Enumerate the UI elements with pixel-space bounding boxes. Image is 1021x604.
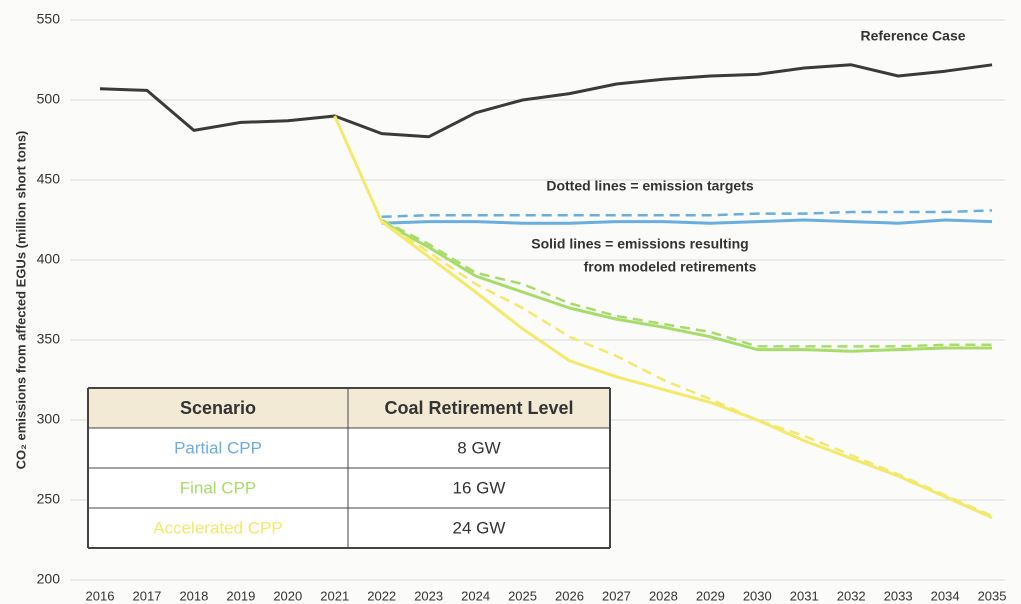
x-tick-label: 2019 xyxy=(226,588,255,603)
table-header-bg xyxy=(88,388,610,428)
table-cell: Accelerated CPP xyxy=(153,518,282,537)
x-tick-label: 2026 xyxy=(555,588,584,603)
x-tick-label: 2020 xyxy=(273,588,302,603)
x-tick-label: 2028 xyxy=(649,588,678,603)
y-tick-label: 200 xyxy=(37,571,61,587)
table-cell: 24 GW xyxy=(453,518,506,537)
emission-line xyxy=(381,218,993,225)
y-tick-label: 350 xyxy=(37,331,61,347)
emission-line xyxy=(99,63,993,139)
annotation: Solid lines = emissions resulting xyxy=(531,236,748,252)
annotation: from modeled retirements xyxy=(584,259,757,275)
y-tick-label: 300 xyxy=(37,411,61,427)
x-tick-label: 2018 xyxy=(179,588,208,603)
emission-line xyxy=(380,220,993,353)
x-tick-label: 2035 xyxy=(978,588,1007,603)
x-tick-label: 2021 xyxy=(320,588,349,603)
x-tick-label: 2034 xyxy=(931,588,960,603)
emission-line xyxy=(333,115,993,519)
x-tick-label: 2032 xyxy=(837,588,866,603)
table-header: Coal Retirement Level xyxy=(384,398,573,418)
target-line xyxy=(333,115,993,518)
x-tick-label: 2030 xyxy=(743,588,772,603)
series-label: Reference Case xyxy=(860,28,965,44)
y-tick-label: 500 xyxy=(37,91,61,107)
x-tick-label: 2016 xyxy=(86,588,115,603)
y-tick-label: 550 xyxy=(37,11,61,27)
table-cell: 8 GW xyxy=(457,438,500,457)
y-tick-label: 400 xyxy=(37,251,61,267)
x-tick-label: 2027 xyxy=(602,588,631,603)
table-body-bg xyxy=(88,428,610,548)
x-tick-label: 2025 xyxy=(508,588,537,603)
table-cell: Partial CPP xyxy=(174,438,262,457)
target-line xyxy=(381,218,993,348)
target-line xyxy=(381,209,993,219)
x-tick-label: 2033 xyxy=(884,588,913,603)
x-tick-label: 2023 xyxy=(414,588,443,603)
table-cell: Final CPP xyxy=(180,478,257,497)
y-axis-label: CO₂ emissions from affected EGUs (millio… xyxy=(13,131,28,470)
y-tick-label: 250 xyxy=(37,491,61,507)
x-tick-label: 2031 xyxy=(790,588,819,603)
x-tick-label: 2029 xyxy=(696,588,725,603)
y-tick-label: 450 xyxy=(37,171,61,187)
x-tick-label: 2017 xyxy=(132,588,161,603)
x-tick-label: 2024 xyxy=(461,588,490,603)
table-header: Scenario xyxy=(180,398,256,418)
table-cell: 16 GW xyxy=(453,478,506,497)
annotation: Dotted lines = emission targets xyxy=(546,178,754,194)
x-tick-label: 2022 xyxy=(367,588,396,603)
